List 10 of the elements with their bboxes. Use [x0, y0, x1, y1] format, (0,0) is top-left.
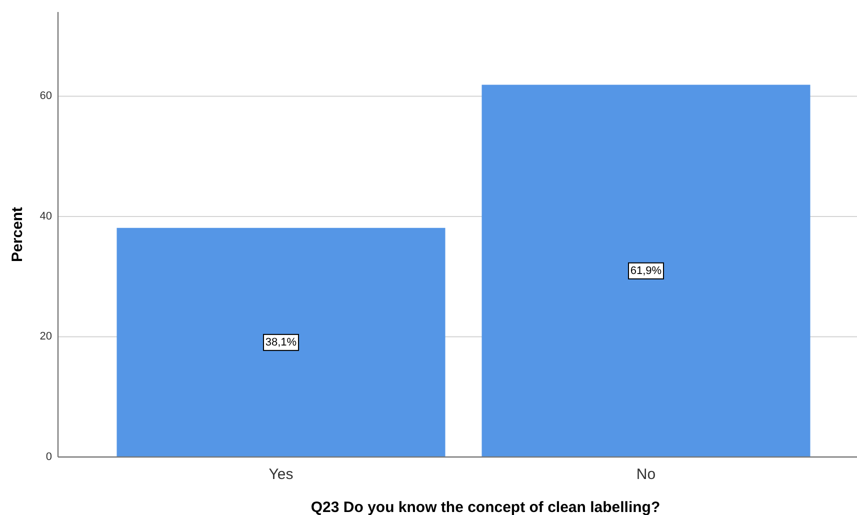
x-axis-title: Q23 Do you know the concept of clean labelling? [310, 498, 660, 515]
y-tick-label: 60 [40, 90, 52, 102]
x-tick-label: Yes [268, 466, 294, 482]
y-axis-title: Percent [8, 206, 26, 262]
data-label: 61,9% [630, 264, 662, 277]
x-tick-label: No [636, 466, 656, 482]
y-tick-label: 20 [40, 330, 52, 343]
data-label: 38,1% [265, 336, 297, 348]
y-tick-label: 0 [46, 451, 52, 463]
y-tick-label: 40 [40, 210, 52, 222]
